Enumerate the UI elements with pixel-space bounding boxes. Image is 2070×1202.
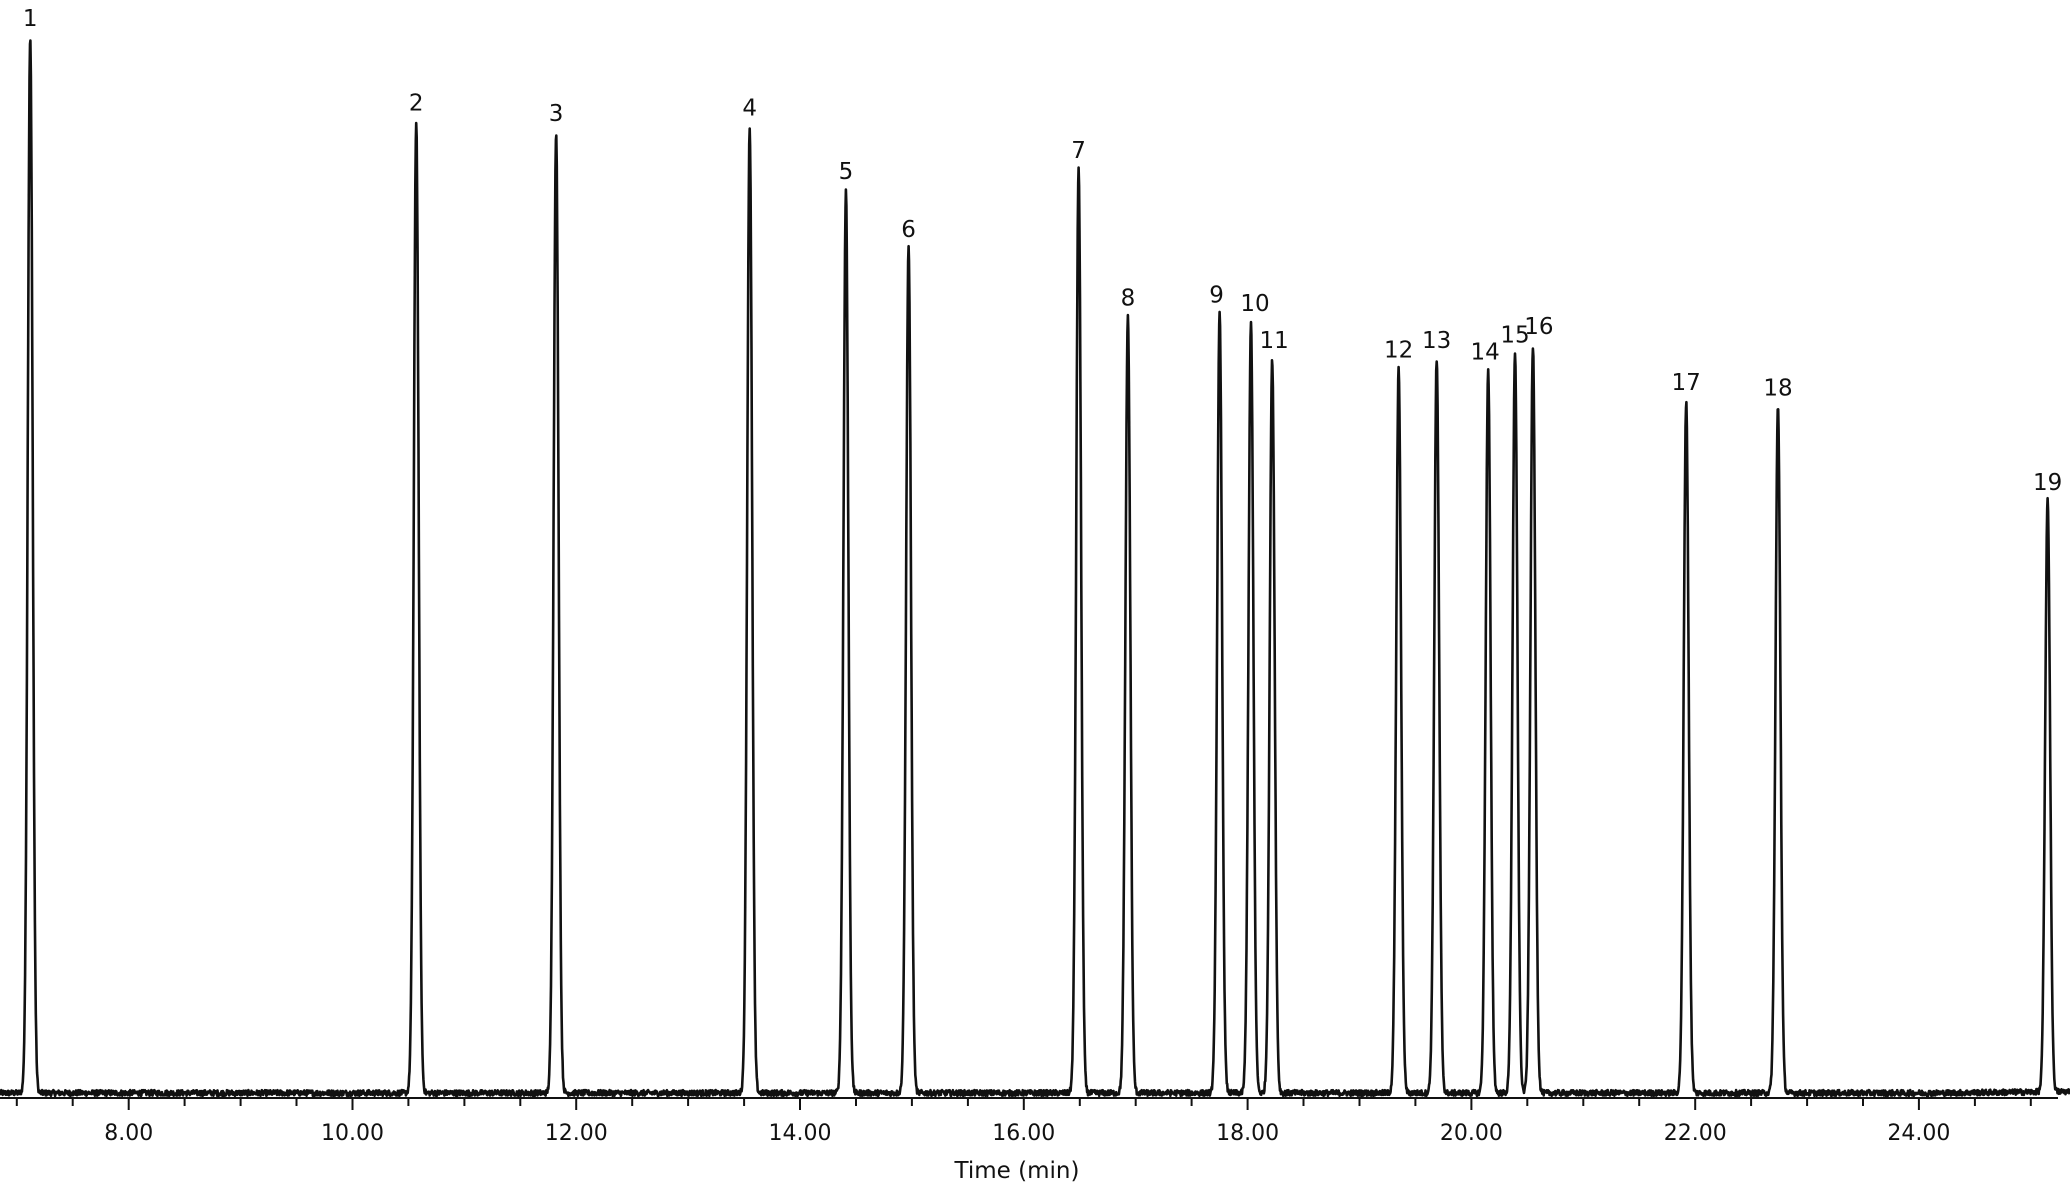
peak-label: 3 bbox=[549, 101, 564, 127]
peak-label: 15 bbox=[1500, 323, 1529, 349]
peak-label: 14 bbox=[1471, 339, 1500, 365]
x-axis: 8.00 10.00 12.00 14.00 16.00 18.00 20.00 22.00 2… bbox=[0, 1097, 2058, 1146]
peak-label: 5 bbox=[839, 159, 854, 185]
peak-label: 19 bbox=[2033, 470, 2062, 496]
x-tick-label: 10.00 bbox=[321, 1121, 384, 1146]
x-tick-label: 24.00 bbox=[1887, 1121, 1950, 1146]
peak-label: 17 bbox=[1672, 370, 1701, 396]
chromatogram-trace-layer bbox=[0, 39, 2070, 1098]
x-tick-label: 18.00 bbox=[1216, 1121, 1279, 1146]
peak-label: 4 bbox=[742, 96, 757, 122]
peak-label: 8 bbox=[1121, 286, 1136, 312]
peak-label: 1 bbox=[23, 6, 38, 32]
x-tick-label: 16.00 bbox=[992, 1121, 1055, 1146]
peak-label: 12 bbox=[1384, 337, 1413, 363]
x-axis-ticks: 8.00 10.00 12.00 14.00 16.00 18.00 20.00 22.00 2… bbox=[15, 1098, 2032, 1146]
x-tick-label: 8.00 bbox=[104, 1121, 153, 1146]
peak-label: 13 bbox=[1422, 328, 1451, 354]
peak-label: 16 bbox=[1524, 314, 1553, 340]
peak-label: 9 bbox=[1209, 282, 1224, 308]
peak-label: 11 bbox=[1260, 328, 1289, 354]
peak-label: 7 bbox=[1071, 138, 1086, 164]
peak-label: 2 bbox=[409, 90, 424, 116]
peak-label: 18 bbox=[1763, 375, 1792, 401]
x-tick-label: 20.00 bbox=[1440, 1121, 1503, 1146]
peak-label: 6 bbox=[901, 217, 916, 243]
x-tick-label: 22.00 bbox=[1664, 1121, 1727, 1146]
peak-label: 10 bbox=[1240, 291, 1269, 317]
x-axis-title: Time (min) bbox=[954, 1158, 1080, 1184]
x-tick-label: 12.00 bbox=[545, 1121, 608, 1146]
chromatogram-trace bbox=[0, 39, 2070, 1098]
x-tick-label: 14.00 bbox=[769, 1121, 832, 1146]
